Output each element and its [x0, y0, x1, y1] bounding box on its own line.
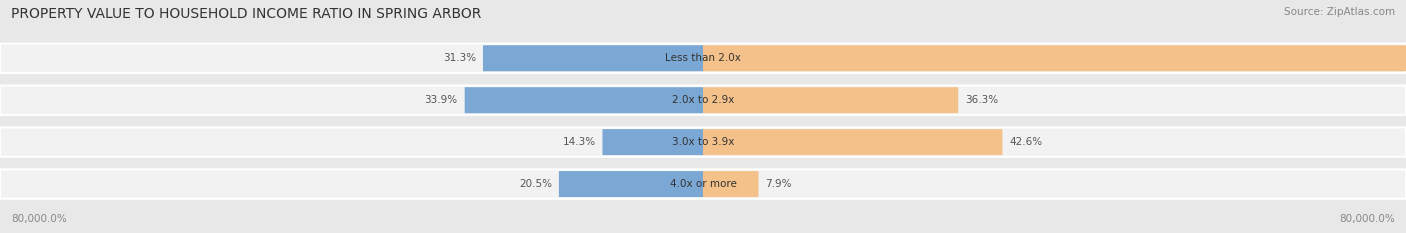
Text: 33.9%: 33.9%	[425, 95, 458, 105]
FancyBboxPatch shape	[464, 87, 703, 113]
Text: 20.5%: 20.5%	[519, 179, 551, 189]
FancyBboxPatch shape	[703, 87, 959, 113]
FancyBboxPatch shape	[603, 129, 703, 155]
FancyBboxPatch shape	[0, 127, 1406, 157]
Text: 36.3%: 36.3%	[966, 95, 998, 105]
FancyBboxPatch shape	[703, 45, 1406, 71]
Text: 7.9%: 7.9%	[765, 179, 792, 189]
Text: 80,000.0%: 80,000.0%	[1339, 214, 1395, 224]
Text: PROPERTY VALUE TO HOUSEHOLD INCOME RATIO IN SPRING ARBOR: PROPERTY VALUE TO HOUSEHOLD INCOME RATIO…	[11, 7, 482, 21]
FancyBboxPatch shape	[703, 171, 759, 197]
FancyBboxPatch shape	[560, 171, 703, 197]
FancyBboxPatch shape	[484, 45, 703, 71]
Text: 42.6%: 42.6%	[1010, 137, 1043, 147]
Text: 14.3%: 14.3%	[562, 137, 596, 147]
Text: Source: ZipAtlas.com: Source: ZipAtlas.com	[1284, 7, 1395, 17]
FancyBboxPatch shape	[0, 44, 1406, 73]
Text: 31.3%: 31.3%	[443, 53, 475, 63]
Text: 3.0x to 3.9x: 3.0x to 3.9x	[672, 137, 734, 147]
Text: 80,000.0%: 80,000.0%	[11, 214, 67, 224]
FancyBboxPatch shape	[0, 86, 1406, 115]
FancyBboxPatch shape	[0, 169, 1406, 199]
FancyBboxPatch shape	[703, 129, 1002, 155]
Text: Less than 2.0x: Less than 2.0x	[665, 53, 741, 63]
Text: 2.0x to 2.9x: 2.0x to 2.9x	[672, 95, 734, 105]
Text: 4.0x or more: 4.0x or more	[669, 179, 737, 189]
